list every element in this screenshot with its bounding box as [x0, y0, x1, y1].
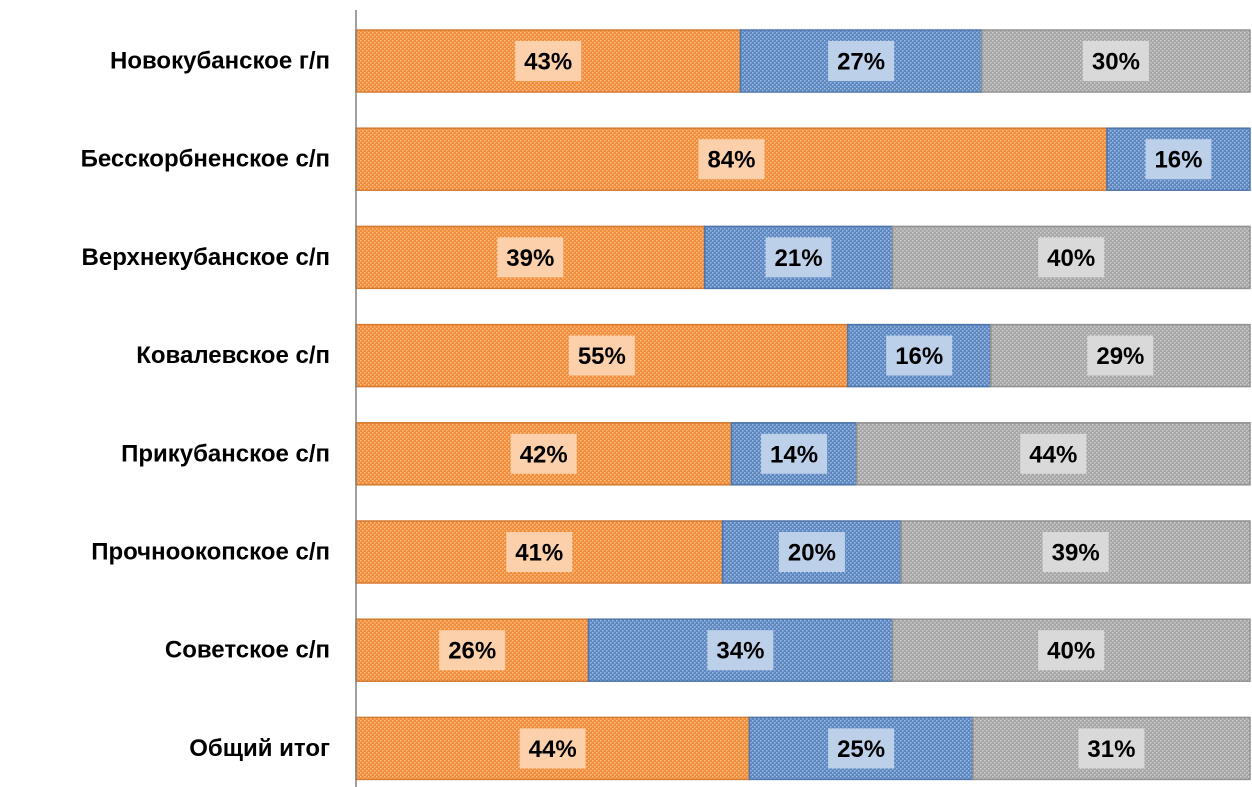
labels-group: Новокубанское г/п 43% 27% 30% Бесскорбненско…	[81, 41, 1212, 769]
data-label-background	[1145, 139, 1212, 180]
data-label-background	[519, 728, 586, 769]
data-label-background	[765, 237, 832, 278]
data-label: 34%	[716, 638, 764, 665]
data-label: 55%	[578, 343, 626, 370]
data-label-background	[439, 630, 506, 671]
data-label: 42%	[520, 441, 568, 468]
bar-segment	[855, 422, 1251, 486]
category-label: Ковалевское с/п	[136, 342, 330, 369]
data-label-background	[515, 41, 582, 81]
bar-segment	[748, 716, 974, 781]
category-label: Общий итог	[189, 735, 330, 762]
data-label: 21%	[775, 245, 823, 272]
data-label-background	[510, 433, 577, 474]
data-label: 14%	[770, 441, 818, 468]
category-label: Советское с/п	[165, 637, 330, 664]
data-label-background	[1042, 532, 1109, 572]
data-label-background	[1078, 728, 1145, 769]
data-label: 27%	[837, 49, 885, 76]
data-label: 30%	[1092, 49, 1140, 76]
data-label-background	[778, 532, 845, 572]
data-label: 25%	[837, 736, 885, 763]
data-label-background	[1087, 335, 1154, 376]
category-label: Бесскорбненское с/п	[81, 146, 330, 173]
data-label: 39%	[1052, 540, 1100, 567]
data-label-background	[1082, 41, 1149, 81]
data-label-background	[497, 237, 564, 278]
data-label: 16%	[895, 343, 943, 370]
data-label-background	[886, 335, 953, 376]
data-label-background	[828, 41, 895, 81]
data-label-background	[568, 335, 635, 376]
data-label-background	[1020, 433, 1087, 474]
category-label: Верхнекубанское с/п	[82, 244, 330, 271]
data-label-background	[506, 532, 573, 572]
data-label: 40%	[1047, 245, 1095, 272]
data-label: 31%	[1087, 736, 1135, 763]
data-label: 44%	[1029, 441, 1077, 468]
bar-segment	[891, 225, 1251, 290]
data-label-background	[1038, 630, 1105, 671]
data-label: 26%	[448, 638, 496, 665]
data-label-background	[707, 630, 774, 671]
data-label: 16%	[1154, 147, 1202, 174]
data-label: 43%	[524, 49, 572, 76]
data-label: 29%	[1096, 343, 1144, 370]
data-label: 41%	[515, 540, 563, 567]
data-label: 84%	[707, 147, 755, 174]
data-label-background	[828, 728, 895, 769]
data-label-background	[698, 139, 765, 180]
data-label: 20%	[788, 540, 836, 567]
data-label: 40%	[1047, 638, 1095, 665]
data-label-background	[1038, 237, 1105, 278]
category-label: Прикубанское с/п	[121, 440, 330, 467]
data-label-background	[761, 433, 828, 474]
category-label: Новокубанское г/п	[110, 48, 330, 75]
bars-group	[355, 29, 1251, 781]
category-label: Прочноокопское с/п	[91, 539, 330, 566]
data-label: 39%	[506, 245, 554, 272]
data-label: 44%	[529, 736, 577, 763]
